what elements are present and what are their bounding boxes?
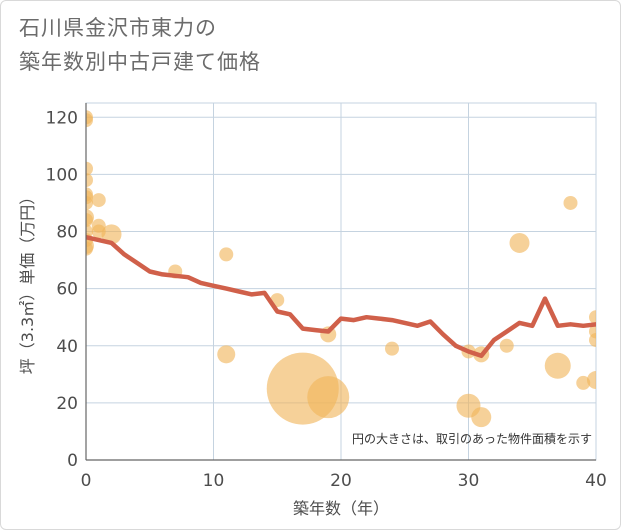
- y-tick-label: 0: [67, 451, 78, 471]
- y-tick-label: 100: [46, 165, 78, 185]
- y-tick-label: 20: [56, 394, 78, 414]
- y-tick-label: 80: [56, 223, 78, 243]
- data-bubble: [217, 345, 236, 364]
- data-bubble: [385, 341, 399, 356]
- chart-title: 石川県金沢市東力の 築年数別中古戸建て価格: [19, 11, 261, 79]
- data-bubble: [589, 324, 596, 339]
- data-bubble: [509, 232, 530, 253]
- x-tick-label: 10: [203, 471, 225, 491]
- y-tick-label: 40: [56, 337, 78, 357]
- title-line-2: 築年数別中古戸建て価格: [19, 50, 261, 74]
- x-tick-label: 30: [458, 471, 480, 491]
- data-bubble: [86, 213, 93, 228]
- data-bubble: [589, 310, 596, 325]
- data-bubble: [86, 113, 93, 128]
- data-bubble: [86, 161, 93, 176]
- data-bubble: [91, 193, 106, 208]
- x-tick-label: 0: [81, 471, 92, 491]
- x-tick-label: 20: [330, 471, 352, 491]
- data-bubble: [219, 247, 234, 262]
- data-bubble: [587, 371, 596, 390]
- y-tick-label: 60: [56, 280, 78, 300]
- x-axis-title: 築年数（年）: [293, 499, 389, 518]
- size-note: 円の大きさは、取引のあった物件面積を示す: [352, 431, 592, 446]
- title-line-1: 石川県金沢市東力の: [19, 16, 217, 40]
- x-tick-label: 40: [585, 471, 607, 491]
- y-tick-label: 120: [46, 108, 78, 128]
- data-bubble: [563, 195, 578, 210]
- data-bubble: [307, 376, 350, 419]
- data-bubble: [499, 338, 514, 353]
- data-bubble: [544, 352, 571, 379]
- data-bubble: [86, 195, 93, 210]
- data-bubble: [101, 224, 122, 245]
- data-bubble: [471, 407, 492, 428]
- data-bubble: [86, 241, 93, 256]
- data-bubble: [86, 173, 93, 188]
- trend-line-group: [86, 234, 596, 359]
- y-axis-title: 坪（3.3㎡）単価（万円）: [18, 189, 37, 374]
- data-bubble: [576, 375, 591, 390]
- axes: 0 10 20 30 40 0 20 40 60 80 100 120 築年数（年） 坪（3.3㎡）単価（…: [18, 103, 607, 518]
- trend-line: [86, 234, 596, 359]
